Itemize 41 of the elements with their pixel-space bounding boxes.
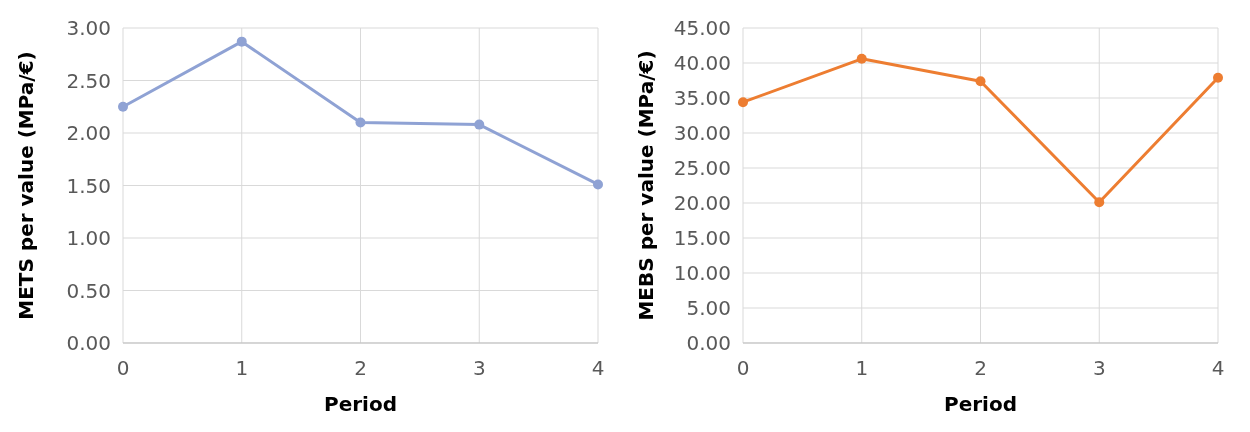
- y-tick-label: 2.00: [66, 121, 111, 145]
- point: [355, 117, 366, 128]
- point: [856, 53, 867, 64]
- x-tick-label: 4: [591, 356, 605, 380]
- y-tick-label: 25.00: [673, 156, 731, 180]
- x-tick-label: 3: [1092, 356, 1106, 380]
- x-axis-title: Period: [324, 392, 397, 416]
- x-axis-title: Period: [944, 392, 1017, 416]
- y-axis-title: METS per value (MPa/€): [14, 51, 38, 320]
- point: [1094, 197, 1105, 208]
- x-tick-label: 3: [472, 356, 486, 380]
- y-tick-label: 45.00: [673, 16, 731, 40]
- y-tick-label: 2.50: [66, 68, 111, 93]
- x-tick-label: 0: [116, 356, 130, 380]
- x-tick-label: 4: [1211, 356, 1225, 380]
- y-tick-label: 30.00: [673, 121, 731, 145]
- x-tick-label: 1: [855, 356, 869, 380]
- x-tick-label: 2: [974, 356, 987, 380]
- y-tick-label: 35.00: [673, 86, 731, 110]
- x-tick-label: 0: [736, 356, 750, 380]
- point: [1213, 72, 1223, 83]
- point: [474, 119, 485, 130]
- y-tick-label: 5.00: [686, 296, 731, 320]
- point: [593, 179, 603, 190]
- y-tick-label: 3.00: [66, 16, 111, 40]
- y-axis-title: MEBS per value (MPa/€): [634, 50, 658, 321]
- point: [738, 97, 748, 108]
- y-tick-label: 0.00: [66, 331, 111, 355]
- y-tick-label: 0.00: [686, 331, 731, 355]
- point: [236, 36, 247, 47]
- y-tick-label: 40.00: [673, 51, 731, 75]
- y-tick-label: 20.00: [673, 191, 731, 215]
- x-tick-label: 1: [235, 356, 249, 380]
- point: [975, 76, 986, 87]
- y-tick-label: 10.00: [673, 261, 731, 285]
- point: [118, 101, 128, 112]
- y-tick-label: 0.50: [66, 278, 111, 303]
- y-tick-label: 1.50: [66, 173, 111, 198]
- y-tick-label: 15.00: [673, 226, 731, 250]
- x-tick-label: 2: [354, 356, 367, 380]
- y-tick-label: 1.00: [66, 226, 111, 250]
